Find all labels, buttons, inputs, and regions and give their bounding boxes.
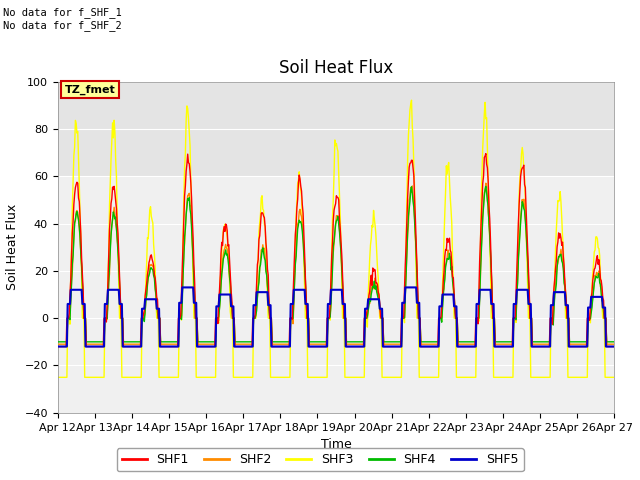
Text: No data for f_SHF_1
No data for f_SHF_2: No data for f_SHF_1 No data for f_SHF_2 bbox=[3, 7, 122, 31]
Title: Soil Heat Flux: Soil Heat Flux bbox=[279, 59, 393, 77]
X-axis label: Time: Time bbox=[321, 438, 351, 451]
Legend: SHF1, SHF2, SHF3, SHF4, SHF5: SHF1, SHF2, SHF3, SHF4, SHF5 bbox=[116, 448, 524, 471]
Y-axis label: Soil Heat Flux: Soil Heat Flux bbox=[6, 204, 19, 290]
Text: TZ_fmet: TZ_fmet bbox=[65, 84, 115, 95]
Bar bbox=[58, 82, 614, 176]
